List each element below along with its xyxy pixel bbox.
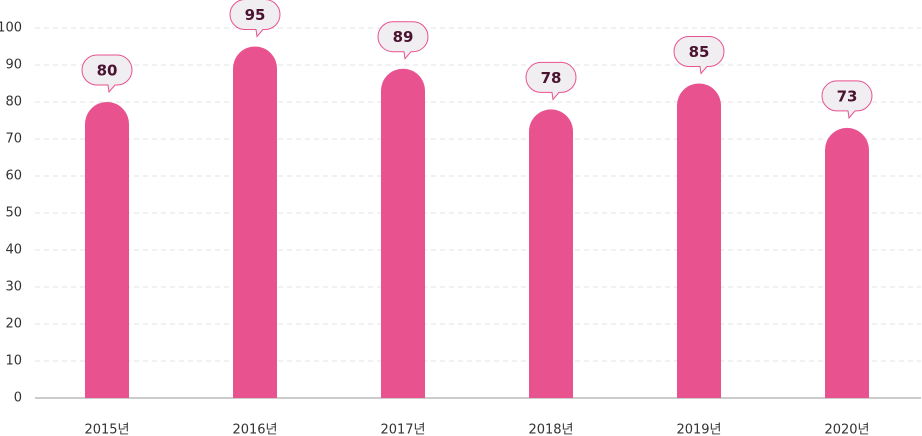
value-bubble [821,80,873,120]
y-tick-label: 20 [5,317,22,332]
value-label: 89 [393,28,414,46]
value-label: 80 [97,62,118,80]
value-bubble [377,21,429,60]
bar [677,83,721,398]
value-bubble [81,54,133,94]
value-label: 78 [541,69,562,87]
y-tick-label: 70 [5,132,22,147]
y-tick-label: 50 [5,206,22,221]
x-tick-label: 2018년 [528,423,573,436]
y-tick-label: 10 [5,354,22,369]
bar [381,68,425,398]
value-bubble [673,36,725,75]
value-label: 73 [837,87,858,105]
value-bubble [229,0,281,38]
y-tick-label: 80 [5,95,22,110]
y-tick-label: 100 [0,21,22,36]
x-tick-label: 2020년 [824,423,869,436]
value-label: 95 [245,6,266,24]
bar [233,46,277,399]
bar [825,127,869,399]
x-tick-label: 2019년 [676,423,721,436]
y-tick-label: 30 [5,280,22,295]
x-tick-label: 2016년 [232,423,277,436]
bar [529,109,573,399]
x-tick-label: 2015년 [84,423,129,436]
y-tick-label: 0 [14,391,22,406]
y-tick-label: 90 [5,58,22,73]
bar [85,102,129,398]
y-tick-label: 60 [5,169,22,184]
value-label: 85 [689,43,710,61]
value-bubble [525,61,577,101]
x-tick-label: 2017년 [380,423,425,436]
y-tick-label: 40 [5,243,22,258]
